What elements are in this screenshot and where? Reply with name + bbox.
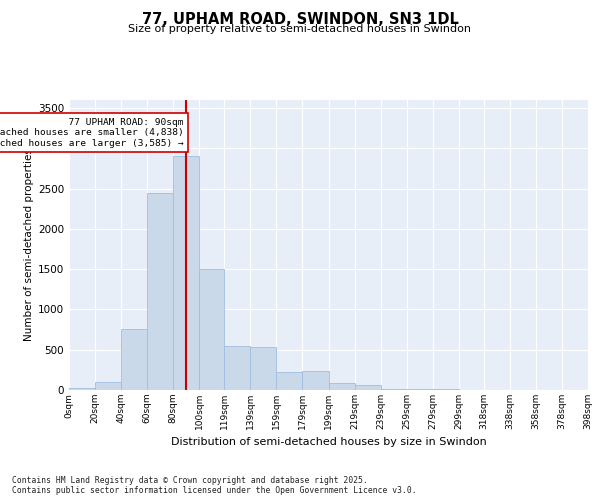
Bar: [250, 346, 277, 390]
Bar: [95, 382, 121, 390]
Bar: [329, 383, 355, 390]
Text: 77 UPHAM ROAD: 90sqm
← 57% of semi-detached houses are smaller (4,838)
 42% of s: 77 UPHAM ROAD: 90sqm ← 57% of semi-detac…: [0, 118, 184, 148]
Text: 77, UPHAM ROAD, SWINDON, SN3 1DL: 77, UPHAM ROAD, SWINDON, SN3 1DL: [142, 12, 458, 28]
Bar: [302, 372, 329, 390]
Bar: [355, 385, 380, 390]
X-axis label: Distribution of semi-detached houses by size in Swindon: Distribution of semi-detached houses by …: [170, 438, 487, 448]
Text: Size of property relative to semi-detached houses in Swindon: Size of property relative to semi-detach…: [128, 24, 472, 34]
Bar: [147, 192, 173, 390]
Bar: [69, 388, 95, 390]
Text: Contains HM Land Registry data © Crown copyright and database right 2025.
Contai: Contains HM Land Registry data © Crown c…: [12, 476, 416, 495]
Bar: [173, 156, 199, 390]
Bar: [121, 329, 147, 390]
Bar: [407, 389, 433, 390]
Bar: [380, 389, 407, 390]
Bar: [277, 372, 302, 390]
Y-axis label: Number of semi-detached properties: Number of semi-detached properties: [24, 148, 34, 342]
Bar: [224, 346, 250, 390]
Bar: [199, 269, 224, 390]
